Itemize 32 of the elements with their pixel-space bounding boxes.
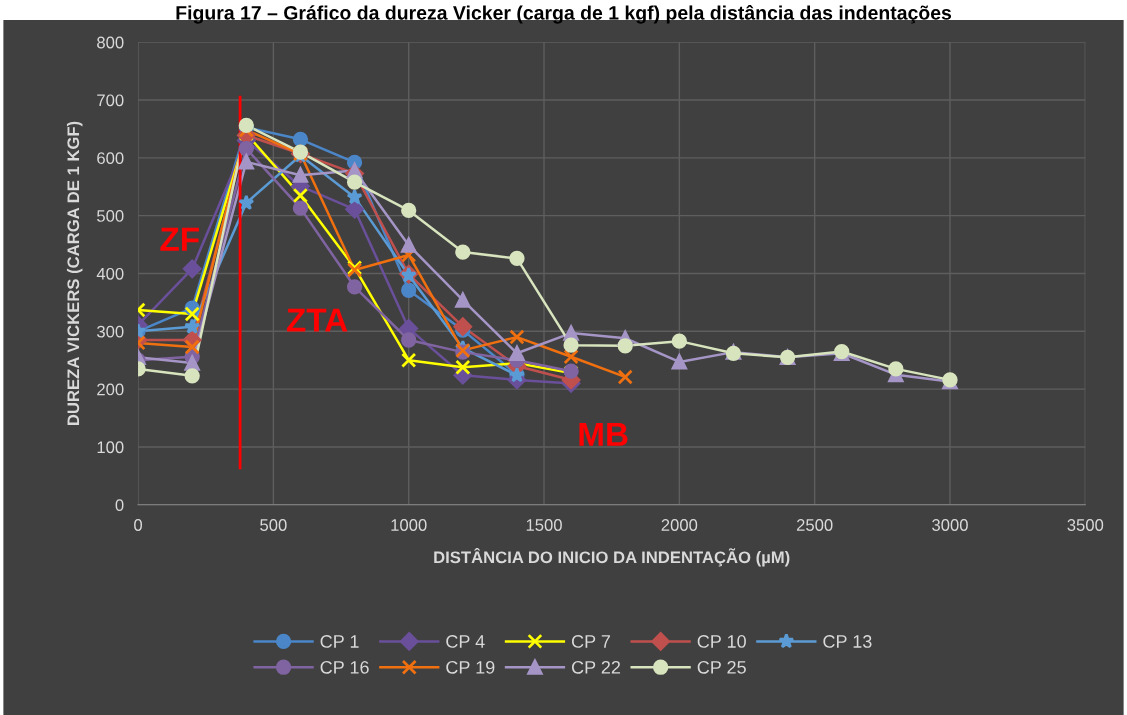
legend-label: CP 7 xyxy=(571,635,610,648)
y-tick-label: 0 xyxy=(115,499,124,511)
legend-label: CP 16 xyxy=(320,660,369,674)
annotation: ZF xyxy=(160,227,199,251)
y-tick-label: 400 xyxy=(96,267,124,280)
legend-label: CP 22 xyxy=(571,660,621,674)
legend-label: CP 10 xyxy=(697,635,746,648)
y-axis-title: DUREZA VICKERS (CARGA DE 1 KGF) xyxy=(66,121,83,425)
y-tick-label: 700 xyxy=(97,94,124,107)
x-tick-label: 1000 xyxy=(391,519,427,531)
legend-label: CP 1 xyxy=(320,635,359,648)
x-axis-title: DISTÂNCIA DO INICIO DA INDENTAÇÃO (µM) xyxy=(434,548,790,567)
x-tick-label: 2500 xyxy=(796,519,833,531)
y-tick-label: 800 xyxy=(97,36,124,49)
y-tick-label: 100 xyxy=(97,441,124,454)
y-tick-label: 300 xyxy=(97,325,124,338)
legend-label: CP 13 xyxy=(823,635,872,648)
x-tick-label: 3500 xyxy=(1067,519,1104,531)
legend-label: CP 25 xyxy=(697,660,746,674)
y-tick-label: 500 xyxy=(97,210,124,222)
annotation: MB xyxy=(579,422,628,446)
legend-label: CP 19 xyxy=(446,660,495,674)
y-tick-label: 600 xyxy=(97,152,124,165)
x-tick-label: 1500 xyxy=(526,519,562,531)
x-tick-label: 0 xyxy=(134,519,143,531)
x-tick-label: 3000 xyxy=(932,519,968,531)
x-tick-label: 500 xyxy=(260,519,287,531)
chart-title: Figura 17 – Gráfico da dureza Vicker (carga de 1 kgf) pela distância das indentações xyxy=(176,5,952,24)
y-tick-label: 200 xyxy=(97,383,124,396)
legend-label: CP 4 xyxy=(446,635,485,648)
annotation: ZTA xyxy=(286,308,348,332)
x-tick-label: 2000 xyxy=(661,519,698,531)
